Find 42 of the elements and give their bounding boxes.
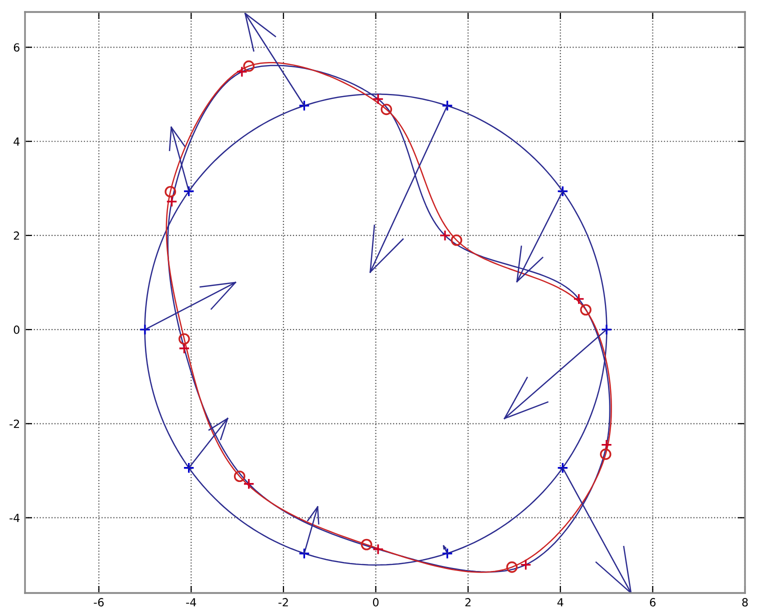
x-tick-label: -4 bbox=[186, 598, 196, 606]
point bbox=[520, 559, 532, 570]
y-tick-label: 0 bbox=[14, 326, 20, 334]
point bbox=[600, 324, 612, 336]
y-tick-label: -4 bbox=[10, 514, 20, 522]
x-tick-label: 4 bbox=[557, 598, 564, 606]
point bbox=[298, 100, 310, 112]
point bbox=[139, 324, 151, 336]
point bbox=[556, 186, 568, 197]
y-tick-label: 6 bbox=[14, 43, 20, 52]
x-tick-label: 8 bbox=[742, 598, 748, 606]
point bbox=[442, 100, 454, 112]
point bbox=[600, 448, 612, 460]
point bbox=[573, 293, 585, 305]
point bbox=[360, 538, 372, 550]
x-tick-label: -2 bbox=[278, 598, 288, 606]
x-tick-label: 2 bbox=[465, 598, 470, 606]
point bbox=[243, 60, 255, 72]
x-tick-label: 6 bbox=[650, 598, 656, 606]
point bbox=[183, 462, 195, 474]
point bbox=[380, 104, 392, 116]
point bbox=[243, 478, 255, 490]
point bbox=[298, 548, 310, 560]
point bbox=[183, 186, 195, 197]
point bbox=[178, 333, 190, 345]
point bbox=[164, 186, 176, 198]
point bbox=[580, 304, 592, 316]
point bbox=[234, 470, 246, 482]
point bbox=[439, 230, 451, 242]
point bbox=[166, 196, 178, 208]
y-tick-label: 4 bbox=[14, 137, 20, 146]
point bbox=[372, 93, 384, 105]
x-tick-label: 0 bbox=[372, 598, 379, 606]
point bbox=[556, 462, 568, 474]
point bbox=[506, 561, 518, 573]
x-tick-label: -6 bbox=[94, 598, 104, 606]
y-tick-label: -2 bbox=[10, 420, 20, 428]
point bbox=[236, 66, 248, 78]
point bbox=[442, 548, 454, 560]
point bbox=[372, 544, 384, 555]
point bbox=[450, 234, 462, 246]
y-tick-label: 2 bbox=[14, 231, 20, 240]
